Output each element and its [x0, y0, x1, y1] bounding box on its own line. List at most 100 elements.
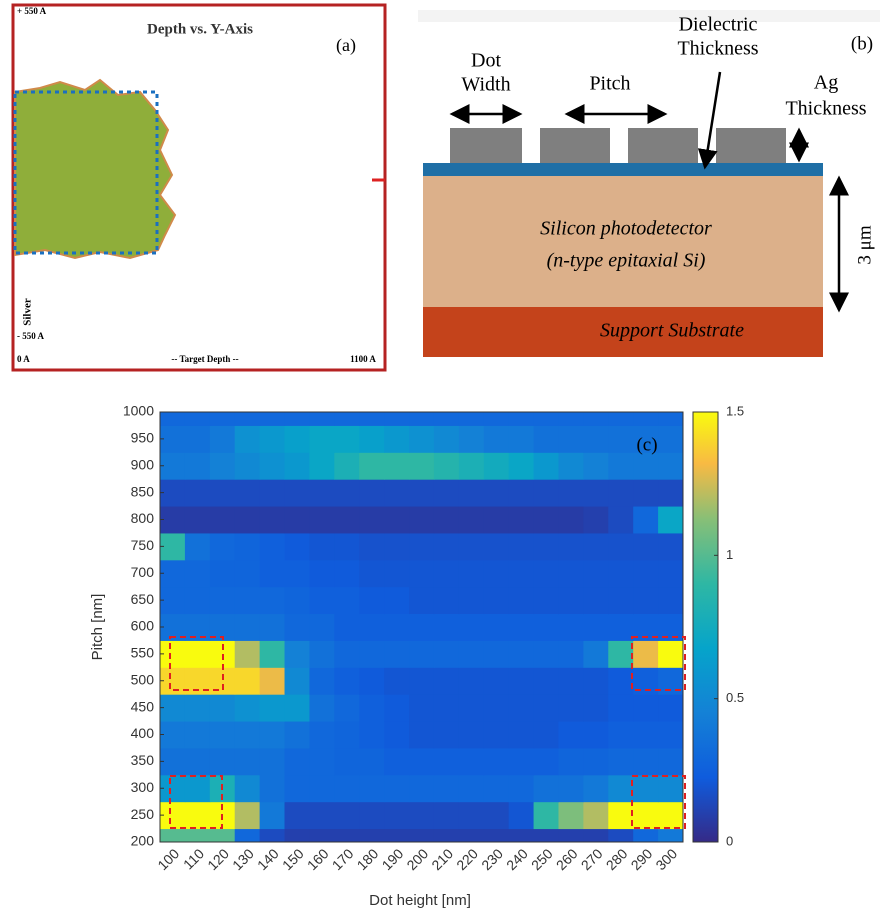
heat-cell [409, 774, 435, 803]
heat-cell [284, 721, 310, 749]
heat-cell [160, 667, 186, 695]
panel-a: + 550 A Depth vs. Y-Axis (a) Silver - 55… [11, 3, 387, 372]
heat-cell [384, 694, 410, 722]
ag-thickness-label: Thickness [785, 98, 866, 120]
heat-cell [658, 801, 684, 830]
dot-width-label: Width [461, 74, 510, 96]
heat-cell [458, 828, 485, 843]
heat-cell [658, 640, 684, 668]
colorbar-tick-label: 1 [726, 547, 733, 562]
heat-cell [284, 613, 310, 641]
ag-dot [716, 128, 786, 164]
heat-cell [384, 747, 410, 776]
heat-cell [608, 801, 634, 830]
heat-cell [259, 425, 286, 453]
colorbar-tick-label: 1.5 [726, 403, 744, 418]
top-label: + 550 A [17, 6, 47, 16]
heat-cell [184, 613, 211, 641]
y-tick-label: 650 [131, 591, 155, 607]
heat-cell [334, 640, 360, 668]
heat-cell [533, 747, 559, 776]
heat-cell [284, 559, 310, 588]
heat-cell [160, 640, 186, 668]
heat-cell [658, 721, 684, 749]
heat-cell [433, 452, 460, 480]
colorbar-tick-label: 0.5 [726, 690, 744, 705]
heat-cell [384, 613, 410, 641]
y-tick-label: 300 [131, 779, 155, 795]
ag-dot [628, 128, 698, 164]
ag-thickness-label: Ag [814, 72, 838, 94]
heat-cell [209, 452, 236, 480]
x-axis-label: Dot height [nm] [369, 892, 471, 909]
heat-cell [234, 721, 261, 749]
heat-cell [483, 613, 510, 641]
heat-cell [234, 640, 261, 668]
heat-cell [608, 559, 634, 588]
heat-cell [433, 774, 460, 803]
heat-cell [633, 532, 659, 561]
x-tick-label: 230 [478, 845, 506, 873]
panel-a-title: Depth vs. Y-Axis [147, 21, 253, 37]
heat-cell [608, 828, 634, 843]
heat-cell [633, 801, 659, 830]
heat-cell [458, 452, 485, 480]
x-tick-label: 270 [578, 845, 606, 873]
heat-cell [658, 559, 684, 588]
dielectric-label: Thickness [677, 38, 758, 60]
heat-cell [284, 694, 310, 722]
heat-cell [508, 452, 535, 480]
heat-cell [533, 721, 559, 749]
y-axis-label: Pitch [nm] [89, 594, 106, 661]
heat-cell [558, 801, 584, 830]
heat-cell [533, 694, 559, 722]
heat-cell [658, 586, 684, 615]
heat-cell [184, 559, 211, 588]
heat-cell [160, 479, 186, 507]
y-tick-label: 550 [131, 645, 155, 661]
heat-cell [433, 694, 460, 722]
y-tick-label: 850 [131, 483, 155, 499]
heat-cell [583, 694, 609, 722]
heat-cell [309, 774, 335, 803]
heat-cell [483, 506, 510, 534]
heat-cell [234, 613, 261, 641]
panel-label: (a) [336, 35, 356, 56]
heat-cell [458, 425, 485, 453]
heat-cell [558, 412, 584, 426]
heat-cell [608, 747, 634, 776]
heat-cell [309, 613, 335, 641]
heat-cell [259, 747, 286, 776]
heat-cell [234, 747, 261, 776]
heat-cell [184, 532, 211, 561]
heat-cell [633, 412, 659, 426]
heat-cell [334, 452, 360, 480]
heat-cell [558, 721, 584, 749]
heat-cell [633, 828, 659, 843]
heat-cell [160, 425, 186, 453]
heat-cell [284, 801, 310, 830]
heat-cell [483, 747, 510, 776]
heat-cell [409, 801, 435, 830]
heat-cell [483, 667, 510, 695]
heat-cell [309, 412, 335, 426]
heat-cell [309, 801, 335, 830]
heat-cell [433, 613, 460, 641]
heat-cell [160, 412, 186, 426]
heat-cell [483, 640, 510, 668]
heat-cell [334, 667, 360, 695]
dot-width-label: Dot [471, 50, 501, 72]
heat-cell [234, 694, 261, 722]
heat-cell [483, 586, 510, 615]
heat-cell [433, 721, 460, 749]
colorbar-tick-label: 0 [726, 833, 733, 848]
heat-cell [533, 559, 559, 588]
heat-cell [359, 667, 385, 695]
heat-cell [234, 506, 261, 534]
heat-cell [209, 559, 236, 588]
heat-cell [359, 613, 385, 641]
y-tick-label: 900 [131, 456, 155, 472]
x-start: 0 A [17, 354, 30, 364]
heat-cell [259, 667, 286, 695]
heat-cell [309, 532, 335, 561]
